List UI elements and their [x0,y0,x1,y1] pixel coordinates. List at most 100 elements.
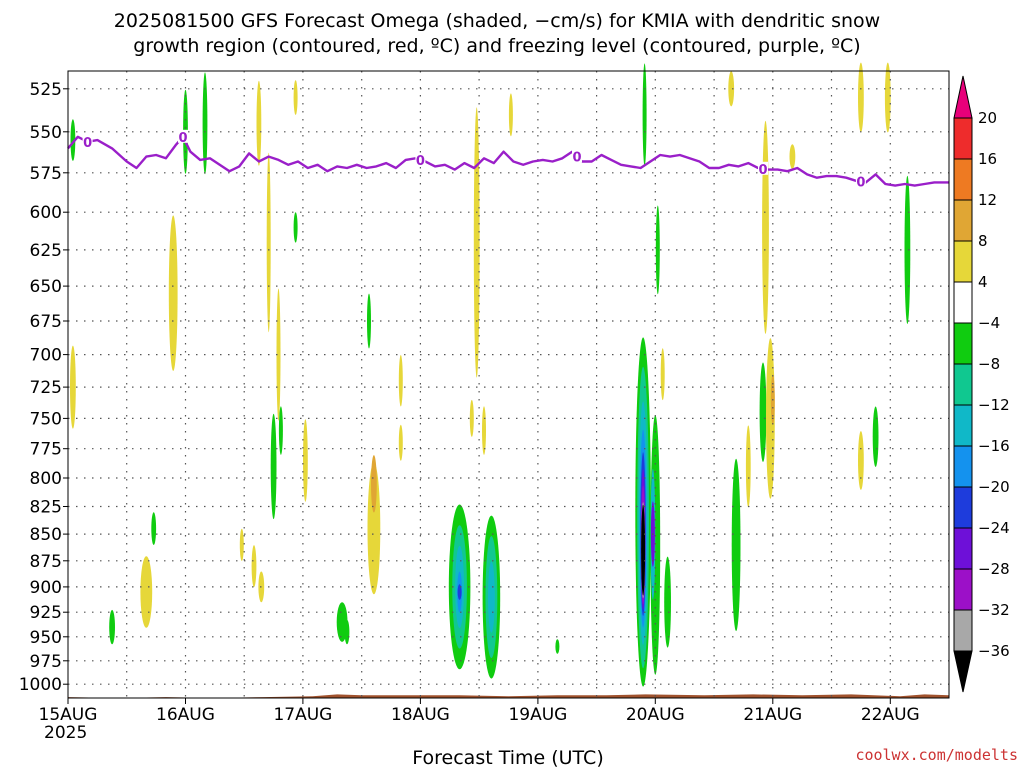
freezing-level-layer: 0 0 0 0 0 0 [67,129,949,191]
omega-region [140,556,153,628]
colorbar-swatch [953,363,973,406]
chart-title-line-2: growth region (contoured, red, ºC) and f… [133,35,860,57]
colorbar-label: −36 [978,642,1010,660]
freezing-level-label: 0 [83,136,92,151]
y-tick-label: 575 [30,164,62,184]
omega-region [728,71,735,107]
freezing-level-label: 0 [758,163,767,178]
colorbar-label: −16 [978,437,1010,455]
y-tick-label: 975 [30,652,62,672]
y-tick-label: 850 [30,525,62,545]
freezing-level-label: 0 [178,131,187,146]
freezing-label-bg [572,149,582,163]
colorbar-label: 8 [978,232,988,250]
time-tick-labels: 15AUG 16AUG 17AUG 18AUG 19AUG 20AUG 21AUG 22AUG [39,698,920,725]
colorbar-label: 20 [978,109,997,127]
y-tick-label: 550 [30,123,62,143]
omega-region [482,406,486,455]
omega-region [303,419,308,502]
colorbar-label: −8 [978,355,1000,373]
omega-region [398,424,403,461]
omega-region [256,80,262,166]
omega-region [270,413,277,520]
colorbar-swatch [953,322,973,365]
watermark-text: coolwx.com/modelts [855,746,1018,764]
colorbar-swatch [953,568,973,611]
y-tick-label: 800 [30,469,62,489]
y-tick-label: 650 [30,277,62,297]
omega-region [151,512,157,545]
omega-region [555,639,560,654]
omega-region [642,63,647,167]
omega-region [473,107,480,378]
x-tick-label: 19AUG [508,705,567,725]
terrain-fill [68,694,949,698]
y-tick-label: 700 [30,346,62,366]
colorbar-swatch [953,281,973,324]
x-axis-label: Forecast Time (UTC) [412,747,603,768]
y-tick-label: 600 [30,203,62,223]
x-tick-label: 22AUG [861,705,920,725]
omega-region [858,431,864,490]
y-tick-label: 525 [30,80,62,100]
colorbar-swatch-bottom [953,650,973,693]
freezing-level-line [67,135,949,187]
omega-region [762,120,769,334]
omega-region [239,528,244,562]
x-tick-label: 20AUG [626,705,685,725]
omega-region [655,205,660,295]
omega-region [293,212,298,243]
freezing-label-bg [178,129,188,143]
y-tick-label: 775 [30,440,62,460]
colorbar-label: −4 [978,314,1000,332]
colorbar-label: 16 [978,150,997,168]
omega-region [70,345,76,429]
pressure-tick-labels: 525 550 575 600 625 650 675 700 725 750 775 800 825 8… [19,80,68,695]
omega-region [858,62,864,133]
colorbar-swatch-top [953,75,973,119]
y-tick-label: 825 [30,498,62,518]
freezing-label-bg [415,152,426,166]
omega-region [641,504,646,596]
omega-region [488,561,495,633]
y-tick-label: 675 [30,312,62,332]
omega-region [884,62,891,133]
freezing-label-bg [82,134,93,148]
colorbar-label: −28 [978,560,1010,578]
x-tick-label: 16AUG [156,705,215,725]
y-tick-label: 925 [30,603,62,623]
colorbar-swatch [953,404,973,447]
freezing-level-label: 0 [856,176,865,191]
colorbar-swatch [953,199,973,242]
omega-region [367,293,371,349]
omega-region [293,80,298,115]
x-tick-label: 15AUG [39,705,98,725]
colorbar-swatch [953,609,973,652]
colorbar-label: −32 [978,601,1010,619]
y-tick-label: 625 [30,241,62,261]
y-tick-label: 875 [30,552,62,572]
colorbar: 20 16 12 8 4 −4 −8 −12 −16 −20 −24 −28 −32 −36 [953,75,1010,693]
omega-shading-layer [70,62,911,687]
y-tick-label: 750 [30,409,62,429]
y-tick-label: 1000 [19,675,62,695]
omega-region [251,545,257,588]
x-tick-label: 17AUG [273,705,332,725]
omega-region [457,584,462,600]
omega-region [469,399,474,437]
freezing-label-bg [758,161,768,175]
omega-region [168,215,178,371]
omega-region [371,455,377,513]
omega-region [70,119,76,161]
colorbar-swatch [953,158,973,201]
omega-region [266,152,271,333]
omega-region [745,425,751,508]
colorbar-label: −20 [978,478,1010,496]
omega-region [872,406,879,467]
x-tick-label: 18AUG [391,705,450,725]
terrain-layer [68,694,949,698]
omega-region [367,462,381,595]
colorbar-label: 4 [978,273,988,291]
colorbar-label: −12 [978,396,1010,414]
